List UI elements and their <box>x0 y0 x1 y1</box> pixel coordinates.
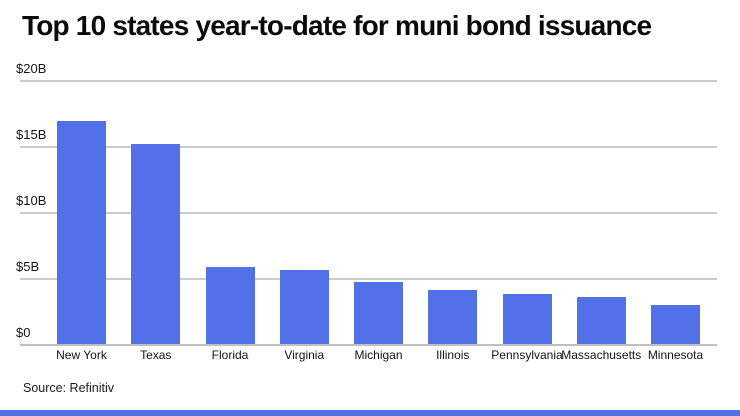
bar-texas <box>131 144 181 345</box>
y-axis-tick-label: $10B <box>16 193 47 208</box>
bar-virginia <box>279 269 329 345</box>
bar-massachusetts <box>576 297 626 345</box>
chart-title: Top 10 states year-to-date for muni bond… <box>22 10 652 41</box>
bar-michigan <box>354 281 403 345</box>
brand-bottom-bar <box>0 410 740 416</box>
source-note: Source: Refinitiv <box>23 381 115 395</box>
x-axis-label: Illinois <box>436 348 470 362</box>
gridline <box>20 212 717 214</box>
x-axis-label: Minnesota <box>647 348 704 362</box>
bar-minnesota <box>651 305 700 345</box>
x-axis-label: Massachusetts <box>561 348 642 362</box>
y-axis-tick-label: $0 <box>16 325 31 340</box>
x-axis-label: Texas <box>140 348 172 362</box>
y-axis-tick-label: $20B <box>16 61 47 76</box>
x-axis-baseline <box>20 344 717 346</box>
bar-new-york <box>57 120 106 345</box>
x-axis-label: Virginia <box>284 348 325 362</box>
bar-pennsylvania <box>502 293 552 345</box>
bar-illinois <box>428 289 478 345</box>
y-axis-tick-label: $5B <box>16 259 40 274</box>
bar-florida <box>205 267 255 345</box>
x-axis-label: Michigan <box>354 348 403 362</box>
x-axis-label: New York <box>56 348 107 362</box>
gridline <box>20 278 717 280</box>
gridline <box>20 146 717 148</box>
x-axis-label: Pennsylvania <box>491 348 563 362</box>
y-axis-tick-label: $15B <box>16 127 47 142</box>
x-axis-label: Florida <box>211 348 249 362</box>
gridline <box>20 80 717 82</box>
